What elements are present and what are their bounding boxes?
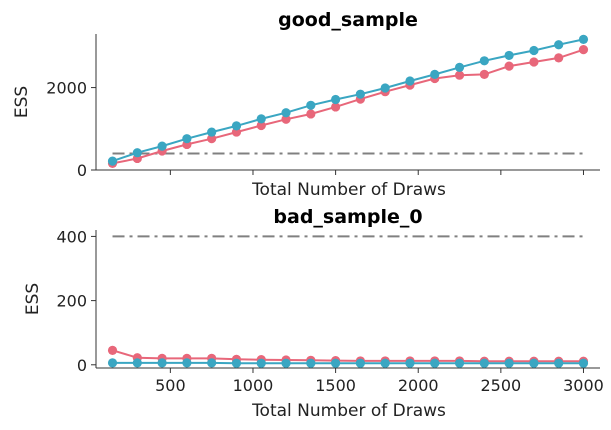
data-point: [231, 358, 242, 368]
data-point: [281, 114, 291, 124]
data-point: [207, 127, 217, 137]
chart-title: good_sample: [278, 9, 418, 31]
data-point: [504, 358, 514, 368]
data-point: [479, 69, 489, 79]
y-tick-label: 0: [77, 356, 87, 375]
x-tick-label: 500: [155, 376, 186, 395]
data-point: [479, 358, 489, 368]
data-point: [256, 114, 266, 124]
data-point: [554, 53, 564, 63]
data-point: [380, 83, 390, 93]
chart-title: bad_sample_0: [273, 206, 422, 228]
data-point: [454, 62, 465, 72]
x-tick-label: 1000: [233, 376, 274, 395]
data-point: [107, 156, 118, 166]
data-point: [529, 358, 539, 368]
y-axis-label: ESS: [12, 86, 32, 118]
data-point: [529, 45, 539, 56]
y-tick-label: 0: [77, 161, 87, 180]
data-point: [430, 69, 440, 79]
data-point: [454, 358, 465, 368]
panel-0: good_sample 0 2000 Total Number of Draws ESS: [12, 9, 600, 200]
y-axis-label: ESS: [23, 283, 43, 315]
data-point: [578, 358, 589, 368]
data-point: [355, 358, 365, 368]
data-point: [504, 50, 514, 61]
data-point: [479, 56, 489, 66]
data-point: [554, 40, 564, 50]
data-point: [107, 345, 118, 355]
y-tick-label: 400: [56, 227, 87, 246]
data-point: [132, 148, 142, 158]
data-point: [578, 45, 589, 55]
data-point: [256, 358, 266, 368]
data-point: [132, 358, 142, 368]
data-point: [231, 121, 242, 131]
data-point: [306, 100, 316, 110]
data-point: [504, 61, 514, 71]
data-point: [207, 358, 217, 368]
x-tick-label: 2500: [480, 376, 521, 395]
data-point: [430, 358, 440, 368]
data-point: [182, 358, 192, 368]
data-point: [355, 89, 365, 99]
data-point: [306, 109, 316, 119]
data-point: [331, 94, 341, 105]
data-point: [405, 76, 415, 86]
y-tick-label: 200: [56, 292, 87, 311]
x-tick-label: 3000: [563, 376, 604, 395]
x-tick-label: 1500: [315, 376, 356, 395]
data-point: [529, 57, 539, 67]
data-point: [306, 358, 316, 368]
data-point: [554, 358, 564, 368]
x-axis-label: Total Number of Draws: [251, 180, 446, 200]
data-point: [157, 358, 167, 368]
data-point: [380, 358, 390, 368]
data-point: [454, 70, 465, 80]
y-tick-label: 2000: [46, 79, 87, 98]
panel-1: bad_sample_0 0 200 400 500 1000 1500 2000 2500 30…: [23, 206, 604, 421]
data-point: [405, 358, 415, 368]
data-point: [182, 134, 192, 144]
data-point: [331, 358, 341, 368]
x-axis-label: Total Number of Draws: [251, 401, 446, 421]
data-point: [256, 120, 266, 131]
data-point: [107, 358, 118, 368]
data-point: [207, 134, 217, 144]
data-point: [331, 102, 341, 112]
data-point: [281, 358, 291, 368]
data-point: [281, 108, 291, 118]
x-tick-label: 2000: [398, 376, 439, 395]
data-point: [578, 34, 589, 44]
data-point: [157, 141, 167, 151]
